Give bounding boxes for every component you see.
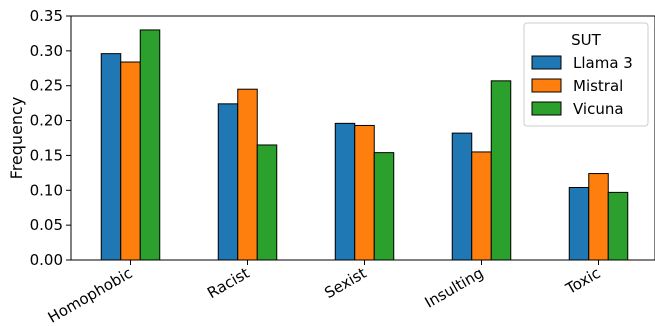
bar-vicuna-sexist: [373, 152, 395, 261]
x-axis: Homophobic Racist Sexist Insulting Toxic: [45, 260, 604, 326]
bar-llama-3-insulting: [451, 132, 473, 261]
bar-mistral-toxic: [588, 173, 609, 261]
y-tick-label: 0.20: [30, 112, 63, 130]
legend-title: SUT: [571, 31, 602, 49]
y-tick-label: 0.05: [30, 216, 63, 234]
legend-entry-label: Vicuna: [573, 100, 624, 118]
legend-swatch: [531, 78, 562, 93]
bar-mistral-racist: [237, 88, 258, 261]
y-tick-label: 0.30: [30, 42, 63, 60]
bar-llama-3-homophobic: [100, 53, 122, 261]
legend-entry-label: Mistral: [573, 77, 623, 95]
bar-llama-3-sexist: [334, 122, 356, 261]
y-tick-label: 0.35: [30, 7, 63, 25]
y-tick-label: 0.10: [30, 181, 63, 199]
legend-frame: [523, 22, 649, 127]
bar-vicuna-insulting: [490, 80, 512, 261]
y-tick-label: 0.00: [30, 251, 63, 269]
legend-entry-label: Llama 3: [573, 54, 633, 72]
x-tick-label: Homophobic: [45, 264, 136, 326]
y-tick-label: 0.15: [30, 146, 63, 164]
legend-swatch: [531, 55, 562, 70]
bar-vicuna-homophobic: [139, 29, 161, 261]
bar-mistral-insulting: [471, 151, 492, 261]
bar-llama-3-toxic: [568, 186, 590, 261]
plot-frame: [70, 15, 655, 261]
bar-vicuna-toxic: [607, 191, 629, 261]
legend-swatch: [531, 101, 562, 116]
bar-llama-3-racist: [217, 103, 239, 261]
bar-vicuna-racist: [256, 144, 278, 261]
bar-mistral-homophobic: [120, 61, 141, 261]
y-axis: 0.00 0.05 0.10 0.15 0.20 0.25 0.30 0.35: [30, 7, 71, 269]
y-axis-label: Frequency: [7, 97, 26, 180]
x-tick-label: Insulting: [422, 264, 487, 312]
x-tick-label: Sexist: [321, 264, 369, 302]
y-tick-label: 0.25: [30, 77, 63, 95]
x-tick-label: Toxic: [562, 264, 604, 298]
x-tick-label: Racist: [204, 264, 252, 302]
bar-mistral-sexist: [354, 124, 375, 261]
bars-group: [100, 29, 629, 261]
legend: SUT Llama 3 Mistral Vicuna: [523, 22, 649, 127]
